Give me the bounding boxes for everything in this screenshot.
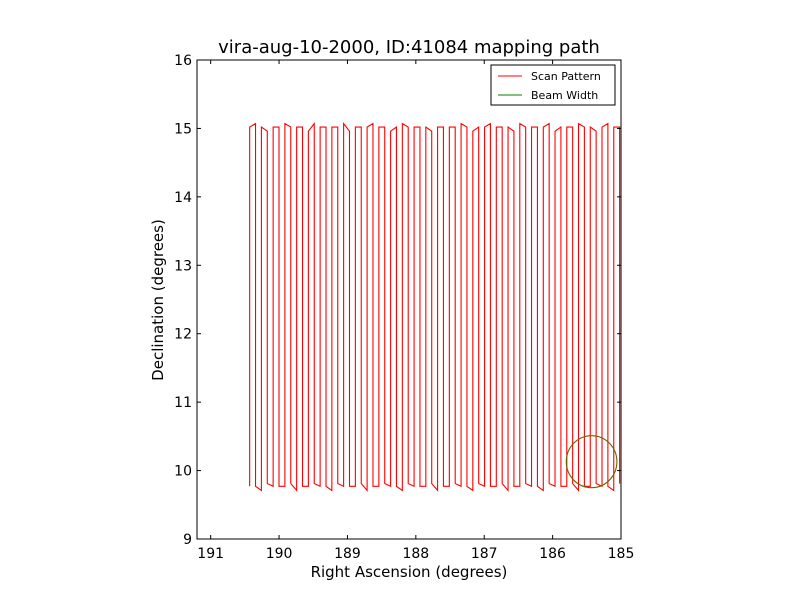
y-tick-label: 9	[183, 532, 192, 548]
beam-width-circle	[565, 435, 618, 489]
y-tick-label: 11	[174, 395, 192, 411]
scan-pattern	[249, 122, 621, 492]
y-tick-label: 14	[174, 190, 192, 206]
y-axis-label: Declination (degrees)	[149, 219, 167, 381]
x-tick-label: 186	[539, 546, 566, 562]
chart-title: vira-aug-10-2000, ID:41084 mapping path	[218, 37, 600, 58]
x-axis-label: Right Ascension (degrees)	[311, 563, 508, 581]
legend: Scan Pattern Beam Width	[490, 64, 616, 106]
x-axis: 191 190 189 188 187 186 185	[197, 60, 634, 562]
y-tick-label: 13	[174, 258, 192, 274]
x-tick-label: 191	[197, 546, 224, 562]
scan-pattern-line	[249, 122, 621, 492]
legend-label-scan: Scan Pattern	[531, 70, 601, 83]
legend-box	[490, 64, 616, 106]
x-tick-label: 187	[471, 546, 498, 562]
x-tick-label: 188	[402, 546, 429, 562]
x-tick-label: 190	[266, 546, 293, 562]
y-tick-label: 15	[174, 121, 192, 137]
x-tick-label: 185	[608, 546, 635, 562]
y-axis: 9 10 11 12 13 14 15 16	[174, 53, 621, 548]
y-tick-label: 10	[174, 464, 192, 480]
plot-frame	[196, 59, 622, 540]
x-tick-label: 189	[334, 546, 361, 562]
legend-label-beam: Beam Width	[531, 89, 598, 102]
y-tick-label: 16	[174, 53, 192, 69]
beam-width	[565, 435, 618, 489]
y-tick-label: 12	[174, 327, 192, 343]
